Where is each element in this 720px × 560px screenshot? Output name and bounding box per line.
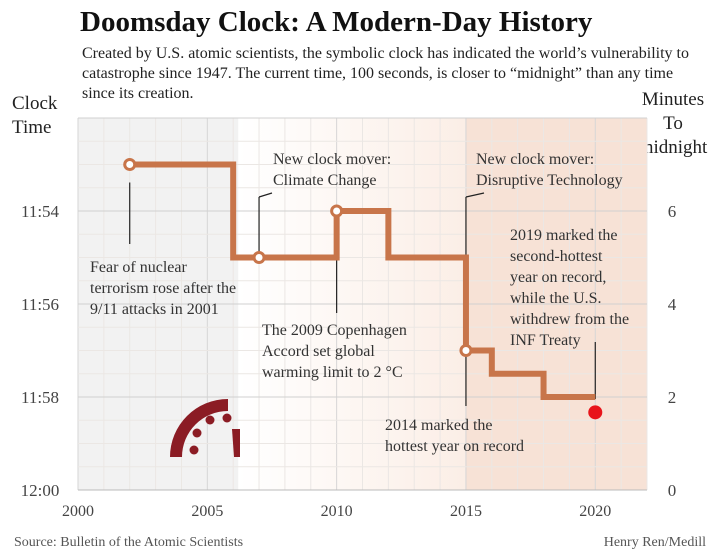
annotation-text: Fear of nuclear terrorism rose after the 9… xyxy=(90,259,236,318)
clock-arc-icon xyxy=(170,399,228,457)
credit-note: Henry Ren/Medill xyxy=(603,535,706,550)
annotation-line: terrorism rose after the xyxy=(90,280,236,297)
clock-dot-icon xyxy=(222,413,232,423)
annotation-line: while the U.S. xyxy=(510,290,602,307)
right-y-tick-label: 6 xyxy=(668,202,677,221)
annotation-line: Fear of nuclear xyxy=(90,259,188,276)
annotation-text: New clock mover: Climate Change xyxy=(273,151,391,189)
clock-dot-icon xyxy=(189,445,199,455)
data-point-marker xyxy=(459,344,473,357)
left-axis-title-line: Clock xyxy=(12,93,58,114)
annotation-line: 9/11 attacks in 2001 xyxy=(90,301,219,318)
left-y-tick-label: 11:58 xyxy=(21,388,59,407)
left-y-tick-label: 11:54 xyxy=(21,202,60,221)
x-tick-label: 2015 xyxy=(450,503,482,520)
source-note: Source: Bulletin of the Atomic Scientist… xyxy=(14,535,244,550)
annotation-line: Climate Change xyxy=(273,172,377,189)
annotation-line: warming limit to 2 °C xyxy=(262,364,403,381)
annotation-leader-line xyxy=(258,192,273,198)
annotation-line: INF Treaty xyxy=(510,332,581,349)
clock-dot-icon xyxy=(192,428,202,438)
annotation-line: Accord set global xyxy=(262,343,375,360)
annotation-line: year on record, xyxy=(510,269,606,286)
left-axis-title-line: Time xyxy=(12,117,52,138)
left-axis-title: Clock Time xyxy=(12,92,57,140)
data-point-marker xyxy=(330,204,344,218)
x-tick-label: 2010 xyxy=(321,503,353,520)
annotation-line: 2014 marked the xyxy=(385,417,493,434)
annotation-text: The 2009 Copenhagen Accord set global warm… xyxy=(262,322,407,381)
right-axis-title-line: To xyxy=(663,113,683,134)
right-y-tick-label: 2 xyxy=(668,388,677,407)
annotation-line: Disruptive Technology xyxy=(476,172,623,189)
doomsday-clock-logo xyxy=(170,399,240,457)
right-axis-title-line: midnight xyxy=(638,137,708,158)
annotation-text: New clock mover: Disruptive Technology xyxy=(476,151,623,189)
series-line xyxy=(129,161,596,400)
right-axis-title: Minutes To midnight xyxy=(628,88,718,160)
left-y-tick-label: 11:56 xyxy=(21,295,59,314)
current-time-marker xyxy=(588,405,603,420)
x-tick-label: 2020 xyxy=(579,503,611,520)
annotation-line: 2019 marked the xyxy=(510,227,618,244)
annotation-line: withdrew from the xyxy=(510,311,629,328)
right-axis-title-line: Minutes xyxy=(641,89,705,110)
annotation-line: The 2009 Copenhagen xyxy=(262,322,407,339)
chart-title: Doomsday Clock: A Modern-Day History xyxy=(80,6,593,38)
x-tick-label: 2000 xyxy=(62,503,94,520)
annotation-line: New clock mover: xyxy=(476,151,594,168)
data-point-marker xyxy=(123,158,137,171)
annotation-line: hottest year on record xyxy=(385,438,524,455)
annotation-line: New clock mover: xyxy=(273,151,391,168)
data-point-marker xyxy=(252,251,266,264)
annotation-leader-line xyxy=(465,192,485,198)
chart-subtitle: Created by U.S. atomic scientists, the s… xyxy=(82,45,689,102)
annotation-text: 2014 marked the hottest year on record xyxy=(385,417,524,455)
annotation-text: 2019 marked the second-hottest year on rec… xyxy=(510,227,629,349)
clock-hand-icon xyxy=(232,429,240,457)
right-y-tick-label: 4 xyxy=(668,295,677,314)
annotation-line: second-hottest xyxy=(510,248,603,265)
left-y-tick-label: 12:00 xyxy=(21,481,60,500)
clock-dot-icon xyxy=(205,415,215,425)
x-tick-label: 2005 xyxy=(191,503,223,520)
right-y-tick-label: 0 xyxy=(668,481,677,500)
